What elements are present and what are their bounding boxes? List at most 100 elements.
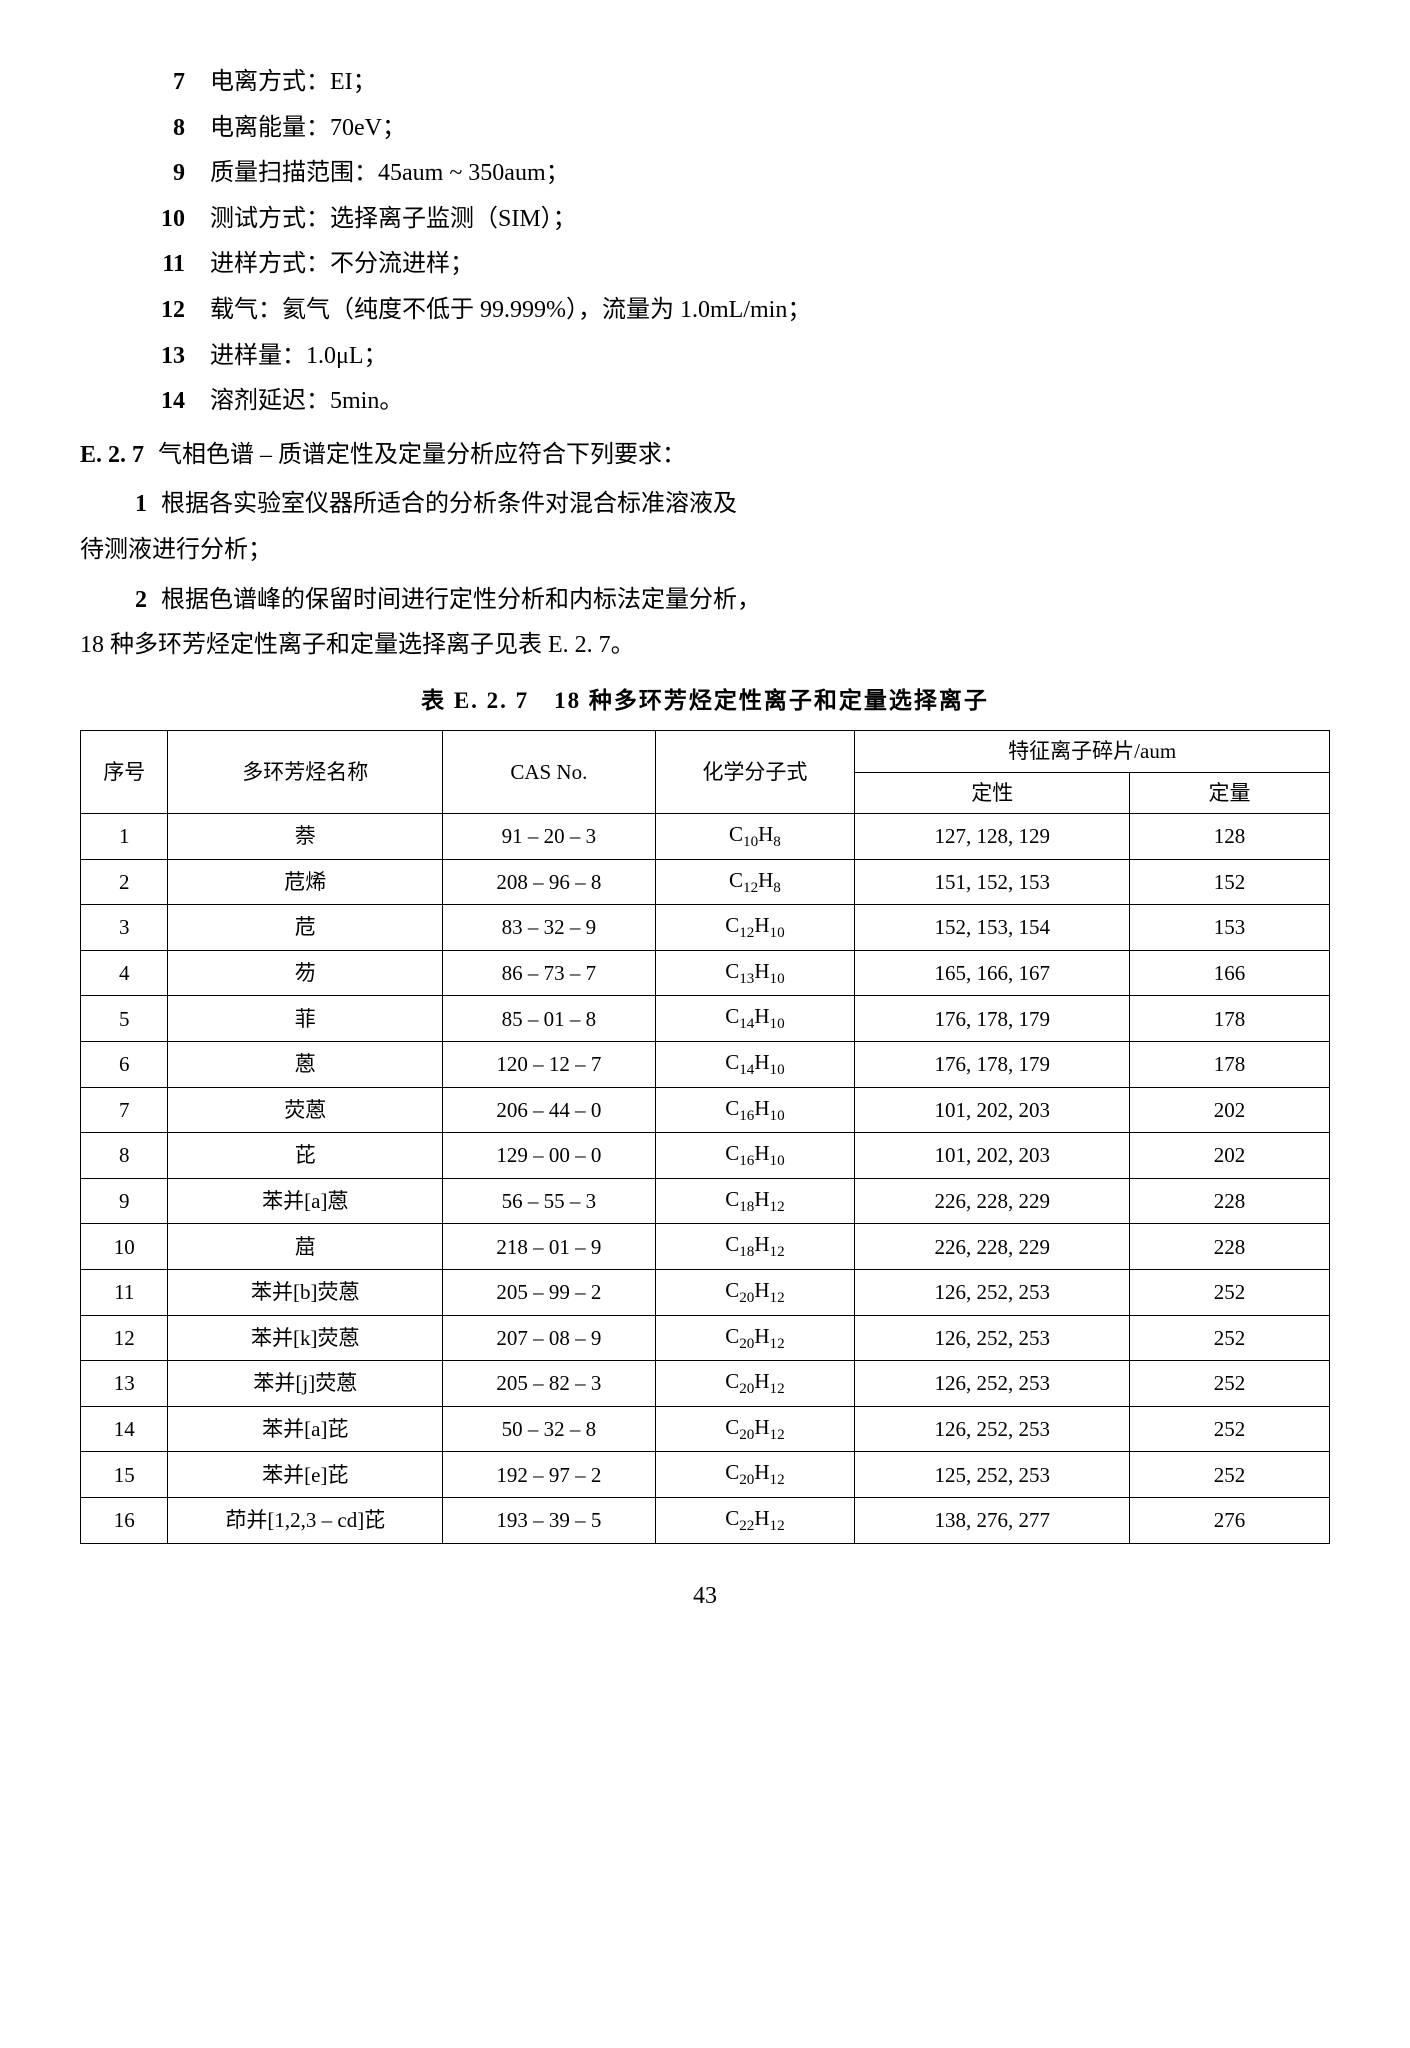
cell-cas: 120 – 12 – 7 [443,1042,655,1088]
cell-cas: 206 – 44 – 0 [443,1087,655,1133]
section-num: E. 2. 7 [80,433,144,479]
cell-seq: 10 [81,1224,168,1270]
cell-quant: 178 [1130,996,1330,1042]
cell-cas: 129 – 00 – 0 [443,1133,655,1179]
cell-seq: 9 [81,1178,168,1224]
cell-quant: 252 [1130,1315,1330,1361]
cell-quant: 252 [1130,1452,1330,1498]
para-cont: 待测液进行分析； [80,528,1330,574]
th-name: 多环芳烃名称 [168,731,443,814]
cell-quant: 202 [1130,1133,1330,1179]
cell-name: 苊 [168,905,443,951]
cell-seq: 8 [81,1133,168,1179]
cell-cas: 85 – 01 – 8 [443,996,655,1042]
cell-formula: C18H12 [655,1178,855,1224]
list-num: 14 [130,379,185,425]
table-row: 4芴86 – 73 – 7C13H10165, 166, 167166 [81,950,1330,996]
cell-qual: 126, 252, 253 [855,1270,1130,1316]
table-row: 2苊烯208 – 96 – 8C12H8151, 152, 153152 [81,859,1330,905]
cell-qual: 101, 202, 203 [855,1087,1130,1133]
cell-cas: 86 – 73 – 7 [443,950,655,996]
page-number: 43 [80,1574,1330,1620]
cell-name: 苯并[k]荧蒽 [168,1315,443,1361]
table-row: 14苯并[a]芘50 – 32 – 8C20H12126, 252, 25325… [81,1406,1330,1452]
list-num: 8 [130,106,185,152]
cell-formula: C12H8 [655,859,855,905]
cell-qual: 165, 166, 167 [855,950,1130,996]
table-row: 11苯并[b]荧蒽205 – 99 – 2C20H12126, 252, 253… [81,1270,1330,1316]
paragraph: 2根据色谱峰的保留时间进行定性分析和内标法定量分析， 18 种多环芳烃定性离子和… [80,578,1330,669]
cell-quant: 152 [1130,859,1330,905]
cell-cas: 205 – 99 – 2 [443,1270,655,1316]
cell-qual: 126, 252, 253 [855,1315,1130,1361]
para-first: 根据各实验室仪器所适合的分析条件对混合标准溶液及 [161,491,737,517]
cell-quant: 153 [1130,905,1330,951]
cell-formula: C22H12 [655,1498,855,1544]
cell-quant: 276 [1130,1498,1330,1544]
cell-qual: 127, 128, 129 [855,814,1130,860]
cell-qual: 176, 178, 179 [855,1042,1130,1088]
list-text: 电离能量：70eV； [210,106,1330,152]
cell-qual: 125, 252, 253 [855,1452,1130,1498]
list-item: 7电离方式：EI； [130,60,1330,106]
cell-qual: 101, 202, 203 [855,1133,1130,1179]
section-heading: E. 2. 7 气相色谱 – 质谱定性及定量分析应符合下列要求： [80,433,1330,479]
cell-name: 菲 [168,996,443,1042]
cell-quant: 166 [1130,950,1330,996]
cell-qual: 152, 153, 154 [855,905,1130,951]
table-row: 13苯并[j]荧蒽205 – 82 – 3C20H12126, 252, 253… [81,1361,1330,1407]
cell-name: 茚并[1,2,3 – cd]芘 [168,1498,443,1544]
table-row: 12苯并[k]荧蒽207 – 08 – 9C20H12126, 252, 253… [81,1315,1330,1361]
cell-quant: 252 [1130,1361,1330,1407]
list-item: 12载气：氦气（纯度不低于 99.999%），流量为 1.0mL/min； [130,288,1330,334]
cell-cas: 218 – 01 – 9 [443,1224,655,1270]
list-num: 10 [130,197,185,243]
table-row: 1萘91 – 20 – 3C10H8127, 128, 129128 [81,814,1330,860]
cell-qual: 176, 178, 179 [855,996,1130,1042]
list-item: 8 电离能量：70eV； [130,106,1330,152]
cell-name: 萘 [168,814,443,860]
list-item: 14溶剂延迟：5min。 [130,379,1330,425]
cell-formula: C16H10 [655,1133,855,1179]
list-text: 电离方式：EI； [210,60,1330,106]
list-text: 进样方式：不分流进样； [210,242,1330,288]
cell-seq: 5 [81,996,168,1042]
table-row: 8芘129 – 00 – 0C16H10101, 202, 203202 [81,1133,1330,1179]
cell-cas: 50 – 32 – 8 [443,1406,655,1452]
numbered-list: 7电离方式：EI； 8电离能量：70eV； 9质量扫描范围：45aum ~ 35… [130,60,1330,425]
cell-quant: 128 [1130,814,1330,860]
cell-formula: C10H8 [655,814,855,860]
table-row: 10䓛218 – 01 – 9C18H12226, 228, 229228 [81,1224,1330,1270]
cell-formula: C20H12 [655,1361,855,1407]
section-text: 气相色谱 – 质谱定性及定量分析应符合下列要求： [158,442,686,468]
cell-seq: 16 [81,1498,168,1544]
cell-name: 蒽 [168,1042,443,1088]
cell-seq: 3 [81,905,168,951]
cell-name: 苯并[j]荧蒽 [168,1361,443,1407]
cell-quant: 178 [1130,1042,1330,1088]
cell-formula: C16H10 [655,1087,855,1133]
cell-formula: C20H12 [655,1315,855,1361]
cell-seq: 1 [81,814,168,860]
cell-name: 䓛 [168,1224,443,1270]
list-item: 13进样量：1.0μL； [130,334,1330,380]
th-ion-group: 特征离子碎片/aum [855,731,1330,772]
cell-seq: 11 [81,1270,168,1316]
table-row: 16茚并[1,2,3 – cd]芘193 – 39 – 5C22H12138, … [81,1498,1330,1544]
table-row: 15苯并[e]芘192 – 97 – 2C20H12125, 252, 2532… [81,1452,1330,1498]
cell-name: 苊烯 [168,859,443,905]
cell-name: 苯并[e]芘 [168,1452,443,1498]
cell-cas: 207 – 08 – 9 [443,1315,655,1361]
cell-cas: 205 – 82 – 3 [443,1361,655,1407]
cell-cas: 193 – 39 – 5 [443,1498,655,1544]
cell-formula: C14H10 [655,996,855,1042]
cell-qual: 126, 252, 253 [855,1361,1130,1407]
cell-formula: C20H12 [655,1270,855,1316]
table-row: 9苯并[a]蒽56 – 55 – 3C18H12226, 228, 229228 [81,1178,1330,1224]
cell-cas: 83 – 32 – 9 [443,905,655,951]
list-item: 11进样方式：不分流进样； [130,242,1330,288]
paragraph: 1根据各实验室仪器所适合的分析条件对混合标准溶液及 待测液进行分析； [80,482,1330,573]
cell-name: 苯并[a]芘 [168,1406,443,1452]
cell-seq: 13 [81,1361,168,1407]
cell-name: 芴 [168,950,443,996]
